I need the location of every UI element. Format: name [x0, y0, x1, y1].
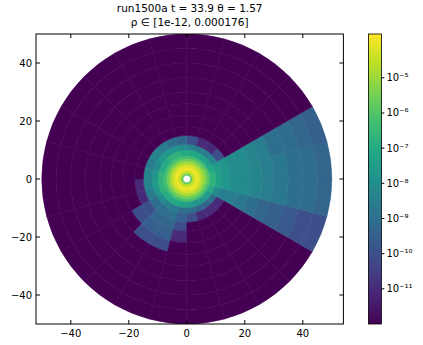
- x-tick: [302, 320, 303, 324]
- x-tick-label: −40: [60, 328, 81, 339]
- colorbar-tick: [381, 112, 384, 113]
- cell: [170, 229, 187, 242]
- cell: [149, 34, 187, 53]
- cell: [84, 271, 121, 304]
- x-tick-top: [244, 34, 245, 38]
- y-tick-right: [339, 179, 343, 180]
- cell: [221, 292, 260, 319]
- y-tick: [36, 121, 40, 122]
- x-tick-top: [128, 34, 129, 38]
- y-tick-right: [339, 237, 343, 238]
- cell: [114, 292, 153, 319]
- x-tick-top: [302, 34, 303, 38]
- cell: [42, 141, 61, 179]
- cell: [279, 244, 312, 281]
- cell: [114, 39, 153, 66]
- cell: [143, 168, 153, 179]
- colorbar-tick-label: 10⁻⁵: [386, 72, 408, 83]
- colorbar-tick-label: 10⁻⁸: [386, 178, 408, 189]
- y-tick-right: [339, 121, 343, 122]
- y-tick-label: −40: [11, 290, 32, 301]
- colorbar-tick-label: 10⁻¹⁰: [386, 248, 412, 259]
- colorbar-tick: [381, 183, 384, 184]
- cell: [176, 213, 187, 223]
- cell: [149, 305, 187, 324]
- y-tick: [36, 237, 40, 238]
- colorbar-tick-label: 10⁻¹¹: [386, 283, 412, 294]
- colorbar-tick: [381, 77, 384, 78]
- y-tick: [36, 63, 40, 64]
- colorbar-tick: [381, 148, 384, 149]
- cell: [47, 107, 74, 146]
- cell: [313, 141, 332, 179]
- cell: [237, 179, 250, 196]
- title: run1500a t = 33.9 θ = 1.57: [117, 2, 263, 14]
- plot-frame: [36, 34, 343, 324]
- x-tick-label: −20: [118, 328, 139, 339]
- colorbar-tick-label: 10⁻⁶: [386, 107, 408, 118]
- x-tick-label: 20: [238, 328, 251, 339]
- colorbar-tick: [381, 288, 384, 289]
- cell: [187, 34, 225, 53]
- cell: [300, 213, 327, 252]
- chart: run1500a t = 33.9 θ = 1.57 ρ ∈ [1e-12, 0.…: [0, 0, 423, 345]
- y-tick-label: −20: [11, 232, 32, 243]
- cell: [123, 162, 136, 179]
- x-tick: [70, 320, 71, 324]
- cell: [42, 179, 61, 217]
- colorbar-tick-label: 10⁻⁹: [386, 213, 408, 224]
- x-tick: [186, 320, 187, 324]
- y-tick: [36, 179, 40, 180]
- cell: [61, 76, 94, 113]
- y-tick-right: [339, 295, 343, 296]
- x-tick: [244, 320, 245, 324]
- cell: [187, 136, 198, 146]
- x-tick-label: 40: [296, 328, 309, 339]
- x-tick: [128, 320, 129, 324]
- y-tick: [36, 295, 40, 296]
- cell: [187, 305, 225, 324]
- heatmap-cells: [42, 34, 332, 324]
- cell: [187, 115, 204, 128]
- colorbar-tick-label: 10⁻⁷: [386, 143, 408, 154]
- y-tick-right: [339, 63, 343, 64]
- y-tick-label: 0: [26, 174, 32, 185]
- x-tick-top: [70, 34, 71, 38]
- cell: [300, 107, 327, 146]
- colorbar-tick: [381, 218, 384, 219]
- cell: [313, 179, 332, 217]
- y-tick-label: 20: [19, 116, 32, 127]
- colorbar-tick: [381, 253, 384, 254]
- cell: [220, 179, 230, 190]
- cell: [252, 53, 289, 86]
- subtitle: ρ ∈ [1e-12, 0.000176]: [131, 16, 249, 28]
- cell: [47, 213, 74, 252]
- cell: [221, 39, 260, 66]
- x-tick-top: [186, 34, 187, 38]
- colorbar-frame: [368, 34, 381, 324]
- y-tick-label: 40: [19, 58, 32, 69]
- colorbar: [368, 34, 381, 324]
- x-tick-label: 0: [184, 328, 190, 339]
